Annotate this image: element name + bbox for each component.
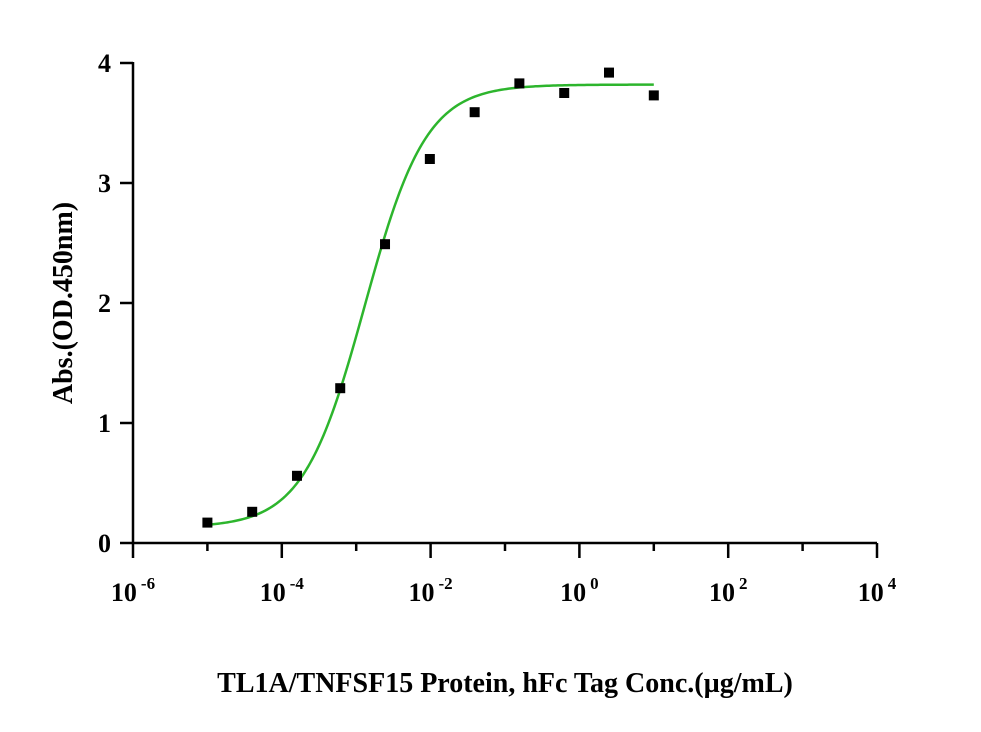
x-tick-label: 10 0: [560, 574, 599, 607]
x-tick-label: 10 -2: [409, 574, 453, 607]
x-tick-exponent: -2: [439, 574, 453, 593]
y-tick-label: 4: [98, 49, 111, 78]
data-point: [335, 383, 346, 394]
x-tick-label: 10 -6: [111, 574, 155, 607]
data-point: [380, 239, 391, 250]
x-tick-base: 10: [409, 578, 435, 607]
x-tick-base: 10: [858, 578, 884, 607]
x-tick-base: 10: [260, 578, 286, 607]
x-tick-exponent: 2: [739, 574, 748, 593]
y-ticks: 0 1 2 3 4: [98, 49, 133, 558]
x-tick-exponent: -4: [290, 574, 305, 593]
x-tick-base: 10: [560, 578, 586, 607]
y-tick-label: 3: [98, 169, 111, 198]
y-tick-label: 0: [98, 529, 111, 558]
x-tick-label: 10 4: [858, 574, 897, 607]
y-tick-label: 1: [98, 409, 111, 438]
x-tick-label: 10 -4: [260, 574, 305, 607]
x-axis-title: TL1A/TNFSF15 Protein, hFc Tag Conc.(µg/m…: [217, 668, 793, 699]
data-point: [424, 154, 435, 164]
data-point: [202, 517, 213, 528]
data-point: [559, 88, 570, 98]
data-point: [247, 506, 258, 517]
x-tick-exponent: 4: [888, 574, 897, 593]
fit-curve: [207, 83, 654, 526]
y-tick-label: 2: [98, 289, 111, 318]
data-point: [648, 90, 659, 101]
x-tick-label: 10 2: [709, 574, 748, 607]
data-point: [291, 470, 302, 481]
axes: [131, 62, 877, 545]
x-tick-exponent: 0: [590, 574, 599, 593]
y-axis-title: Abs.(OD.450nm): [48, 202, 79, 404]
data-point: [604, 67, 615, 78]
data-point: [514, 78, 525, 89]
x-tick-base: 10: [111, 578, 137, 607]
data-point: [469, 107, 480, 118]
x-tick-base: 10: [709, 578, 735, 607]
x-tick-exponent: -6: [141, 574, 155, 593]
data-points: [202, 67, 659, 528]
x-ticks: 10 -6 10 -4 10 -2 10 0 10 2 10 4: [111, 543, 897, 607]
